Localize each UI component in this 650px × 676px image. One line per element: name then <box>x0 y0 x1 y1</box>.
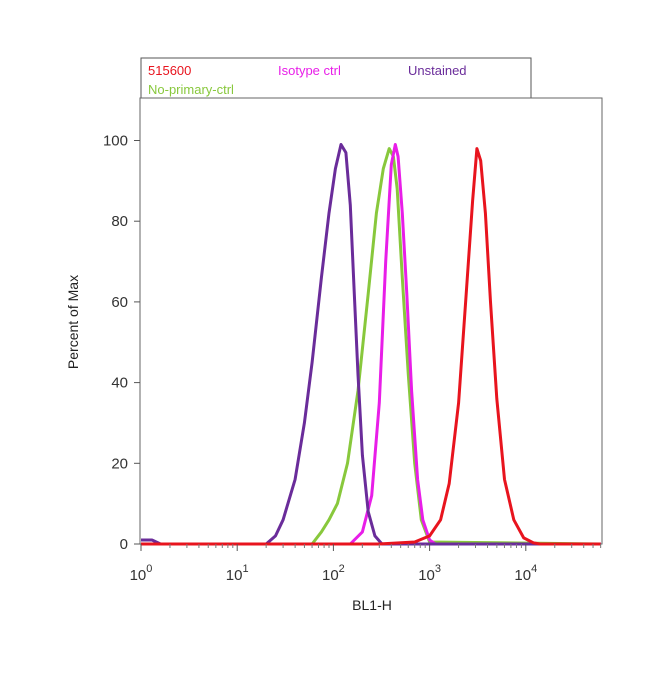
series-layer <box>141 143 601 546</box>
legend-label-unstained: Unstained <box>408 63 467 78</box>
series-line-no-primary-ctrl <box>141 147 601 546</box>
y-axis: 0 20 40 60 80 100 <box>103 133 140 553</box>
legend-box <box>140 57 532 99</box>
legend-label-515600: 515600 <box>148 63 191 78</box>
y-axis-title: Percent of Max <box>65 275 81 369</box>
legend: 515600 Isotype ctrl Unstained No-primary… <box>140 57 532 99</box>
y-tick-label: 80 <box>111 213 128 230</box>
series-line-515600 <box>141 147 601 546</box>
legend-label-isotype-ctrl: Isotype ctrl <box>278 63 341 78</box>
y-tick-label: 40 <box>111 375 128 392</box>
series-line-isotype-ctrl <box>141 143 601 546</box>
x-axis-title: BL1-H <box>352 597 392 613</box>
y-tick-label: 20 <box>111 455 128 472</box>
legend-label-no-primary-ctrl: No-primary-ctrl <box>148 82 234 97</box>
y-tick-label: 100 <box>103 133 128 150</box>
y-tick-label: 0 <box>120 536 128 553</box>
series-line-unstained <box>141 143 601 546</box>
y-tick-label: 60 <box>111 294 128 311</box>
